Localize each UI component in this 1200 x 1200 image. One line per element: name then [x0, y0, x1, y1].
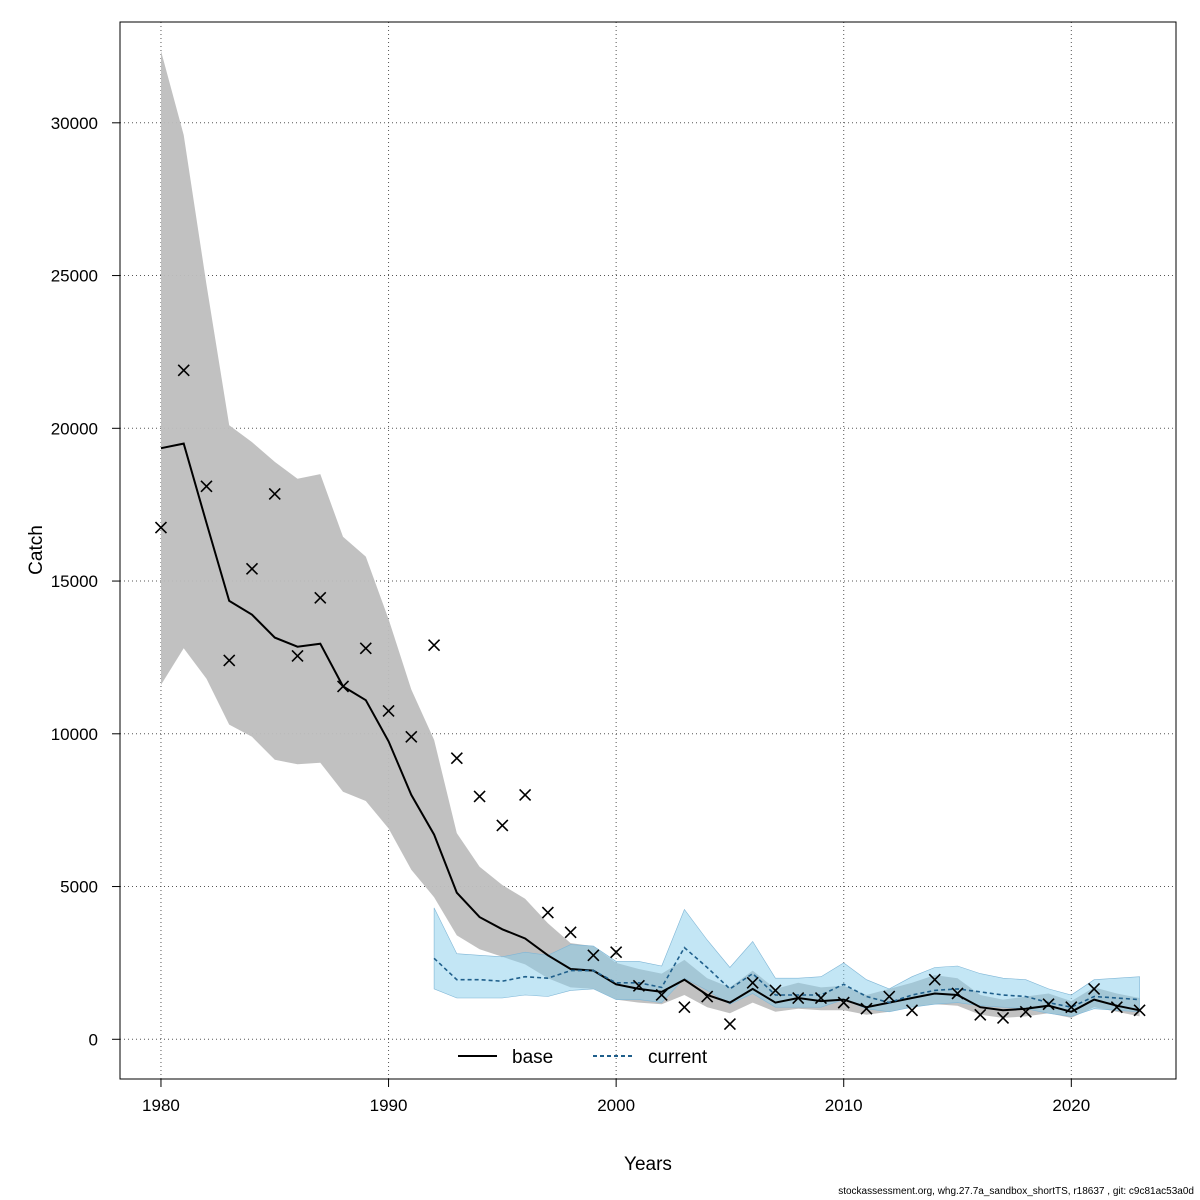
observed-point-1989	[359, 642, 372, 655]
y-tick-label-25000: 25000	[51, 267, 98, 286]
observed-point-2003	[678, 1001, 691, 1014]
observed-point-1996	[519, 788, 532, 801]
observed-point-2005	[723, 1017, 736, 1031]
observed-point-2000	[610, 946, 623, 959]
band-base	[161, 51, 1140, 1018]
x-tick-label-2010: 2010	[825, 1096, 863, 1115]
observed-point-2011	[860, 1002, 873, 1015]
observed-point-2010	[837, 996, 850, 1009]
observed-point-1987	[314, 591, 327, 604]
line-current	[433, 946, 1140, 1009]
observed-point-1980	[154, 521, 168, 534]
observed-point-1991	[405, 730, 418, 743]
observed-points	[154, 364, 1146, 1031]
legend-current-label: current	[648, 1047, 708, 1068]
observed-point-1992	[428, 639, 441, 652]
observed-point-2012	[883, 990, 896, 1003]
y-axis-label: Catch	[26, 525, 47, 575]
observed-point-2017	[996, 1011, 1010, 1024]
y-tick-label-0: 0	[89, 1030, 98, 1049]
plot-frame	[119, 21, 1177, 1080]
x-axis-label: Years	[624, 1154, 672, 1175]
observed-point-1994	[473, 790, 486, 803]
observed-point-2020	[1065, 1001, 1078, 1014]
observed-point-1988	[336, 680, 350, 693]
observed-point-2018	[1019, 1005, 1032, 1018]
y-tick-label-20000: 20000	[51, 419, 98, 438]
axes: 1980 1990 2000 2010 2020 0 5000 10000 15000 20000…	[51, 114, 1091, 1115]
observed-point-2004	[701, 990, 714, 1003]
observed-point-2009	[814, 991, 828, 1005]
y-tick-label-5000: 5000	[60, 878, 98, 897]
observed-point-2002	[655, 988, 668, 1002]
observed-point-1986	[291, 649, 304, 662]
x-tick-label-1990: 1990	[370, 1096, 408, 1115]
observed-point-1999	[587, 949, 600, 962]
x-tick-label-2000: 2000	[597, 1096, 635, 1115]
observed-point-2016	[974, 1008, 987, 1021]
observed-point-1990	[382, 704, 395, 717]
observed-point-2006	[746, 976, 759, 989]
line-base	[160, 442, 1140, 1013]
observed-point-2022	[1110, 1001, 1123, 1014]
x-tick-label-1980: 1980	[142, 1096, 180, 1115]
legend-base-label: base	[512, 1047, 553, 1068]
observed-point-1984	[245, 562, 259, 575]
observed-point-1998	[564, 926, 577, 939]
observed-point-1997	[541, 906, 554, 919]
observed-point-1985	[268, 487, 281, 501]
observed-point-2021	[1088, 982, 1101, 995]
observed-point-2001	[632, 979, 645, 992]
observed-point-1983	[223, 654, 236, 667]
series-lines	[160, 442, 1140, 1013]
y-tick-label-15000: 15000	[51, 572, 98, 591]
observed-point-2015	[951, 987, 964, 1000]
observed-point-2014	[928, 973, 941, 986]
observed-point-2008	[792, 991, 805, 1005]
observed-point-2023	[1133, 1004, 1146, 1017]
footer-source-text: stockassessment.org, whg.27.7a_sandbox_s…	[838, 1186, 1194, 1197]
legend: base current	[458, 1047, 708, 1068]
y-tick-label-30000: 30000	[51, 114, 98, 133]
x-tick-label-2020: 2020	[1052, 1096, 1090, 1115]
observed-point-1995	[496, 819, 509, 832]
observed-point-2019	[1042, 998, 1055, 1011]
observed-point-1993	[450, 752, 463, 765]
observed-point-2007	[769, 984, 782, 997]
y-tick-label-10000: 10000	[51, 725, 98, 744]
observed-point-1982	[200, 480, 213, 493]
observed-point-1981	[177, 364, 190, 377]
observed-point-2013	[905, 1004, 919, 1017]
